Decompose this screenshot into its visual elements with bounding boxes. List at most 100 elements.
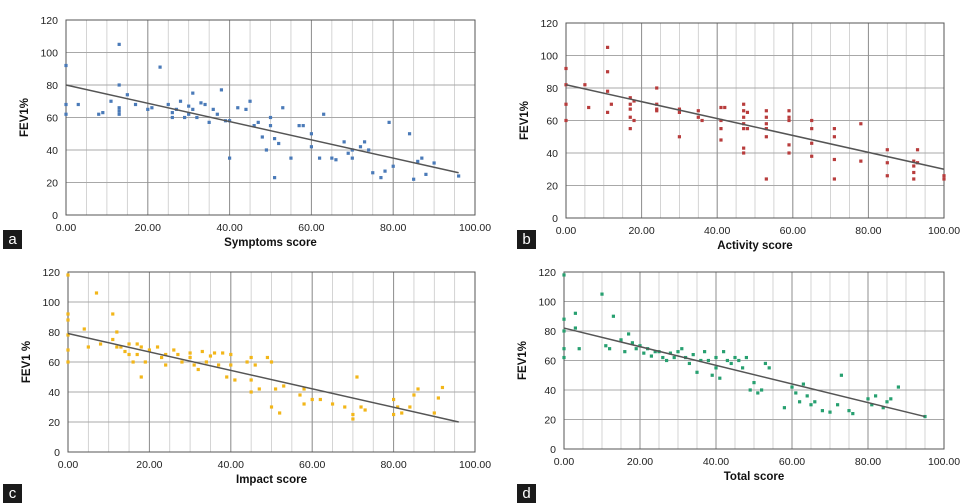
data-point [269, 405, 274, 409]
data-point [655, 109, 659, 113]
x-tick-label: 80.00 [855, 225, 881, 237]
x-tick-label: 80.00 [380, 459, 406, 471]
x-tick-label: 20.00 [627, 456, 653, 468]
data-point [605, 89, 610, 93]
y-tick-label: 60 [46, 113, 58, 125]
y-tick-label: 20 [544, 415, 556, 427]
data-point [742, 127, 746, 131]
x-tick-label: 60.00 [299, 459, 325, 471]
data-point [714, 366, 718, 370]
chart-panel-d: 0 20 40 60 80 100 120 0.00 20.00 40.00 60.00 80.00 1… [484, 252, 964, 504]
data-point [942, 174, 946, 178]
data-point [436, 396, 440, 400]
data-point [412, 393, 416, 397]
data-point [391, 164, 395, 168]
y-axis-label: FEV1% [19, 98, 31, 137]
data-point [183, 115, 187, 120]
data-point [117, 112, 121, 116]
data-point [229, 352, 233, 357]
data-point [221, 351, 225, 355]
data-point [742, 146, 746, 150]
data-point [170, 111, 174, 115]
x-axis-label: Symptoms score [224, 237, 317, 249]
data-point [805, 394, 809, 398]
x-tick-label: 60.00 [779, 456, 805, 468]
x-tick-label: 40.00 [703, 456, 729, 468]
data-point [628, 96, 632, 100]
data-point [330, 156, 334, 160]
data-point [628, 102, 632, 106]
data-point [609, 102, 613, 106]
panel-label-c: c [3, 484, 22, 503]
data-point [756, 391, 760, 395]
data-point [562, 329, 566, 333]
data-point [204, 360, 208, 364]
x-tick-label: 100.00 [459, 459, 491, 471]
y-tick-label: 40 [48, 387, 60, 399]
data-point [301, 124, 305, 128]
data-point [424, 172, 428, 176]
data-point [98, 342, 103, 346]
data-point [577, 347, 581, 351]
data-point [119, 345, 123, 349]
scatter-chart-impact: 0 20 40 60 80 100 120 0.00 20.00 40.00 60.00 80.00 1… [21, 267, 491, 486]
y-tick-label: 20 [46, 178, 58, 190]
data-point [564, 102, 568, 106]
x-tick-label: 0.00 [58, 459, 79, 471]
data-point [355, 375, 359, 379]
data-point [859, 122, 863, 126]
data-point [642, 351, 646, 355]
data-point [676, 350, 680, 354]
data-point [133, 102, 138, 107]
trend-line [563, 327, 926, 418]
plot-area [65, 19, 476, 216]
data-point [269, 360, 274, 364]
data-point [767, 366, 771, 370]
data-point [416, 387, 420, 391]
data-point [764, 177, 768, 181]
data-point [180, 360, 184, 364]
data-point [371, 171, 375, 175]
data-point [703, 350, 707, 354]
data-point [94, 291, 99, 295]
y-tick-label: 20 [546, 181, 558, 193]
data-point [383, 169, 387, 173]
y-tick-label: 80 [46, 80, 58, 92]
x-axis-label: Activity score [717, 240, 792, 252]
data-point [268, 115, 273, 120]
y-tick-label: 100 [42, 297, 60, 309]
x-axis-label: Total score [724, 471, 785, 483]
y-tick-label: 40 [546, 148, 558, 160]
data-point [256, 120, 260, 124]
y-tick-label: 120 [40, 15, 58, 27]
data-point [257, 387, 261, 391]
data-point [200, 349, 204, 354]
y-tick-label: 60 [48, 357, 60, 369]
data-point [745, 110, 750, 114]
data-point [176, 352, 180, 357]
x-tick-label: 100.00 [928, 225, 960, 237]
data-point [627, 332, 631, 336]
data-point [191, 107, 195, 111]
data-point [66, 318, 70, 322]
data-point [832, 157, 836, 162]
data-point [752, 381, 756, 385]
data-point [416, 159, 420, 163]
data-point [583, 83, 587, 87]
data-point [619, 338, 623, 342]
y-tick-label: 40 [544, 385, 556, 397]
data-point [742, 115, 746, 119]
data-point [350, 148, 354, 152]
data-point [123, 349, 127, 354]
data-point [881, 406, 885, 410]
data-point [272, 137, 277, 141]
data-point [139, 375, 143, 379]
data-point [302, 402, 306, 406]
data-point [634, 347, 638, 351]
data-point [810, 154, 814, 158]
data-point [889, 397, 893, 401]
data-point [832, 135, 836, 139]
data-point [870, 403, 874, 407]
data-point [252, 124, 256, 128]
data-point [700, 118, 704, 123]
